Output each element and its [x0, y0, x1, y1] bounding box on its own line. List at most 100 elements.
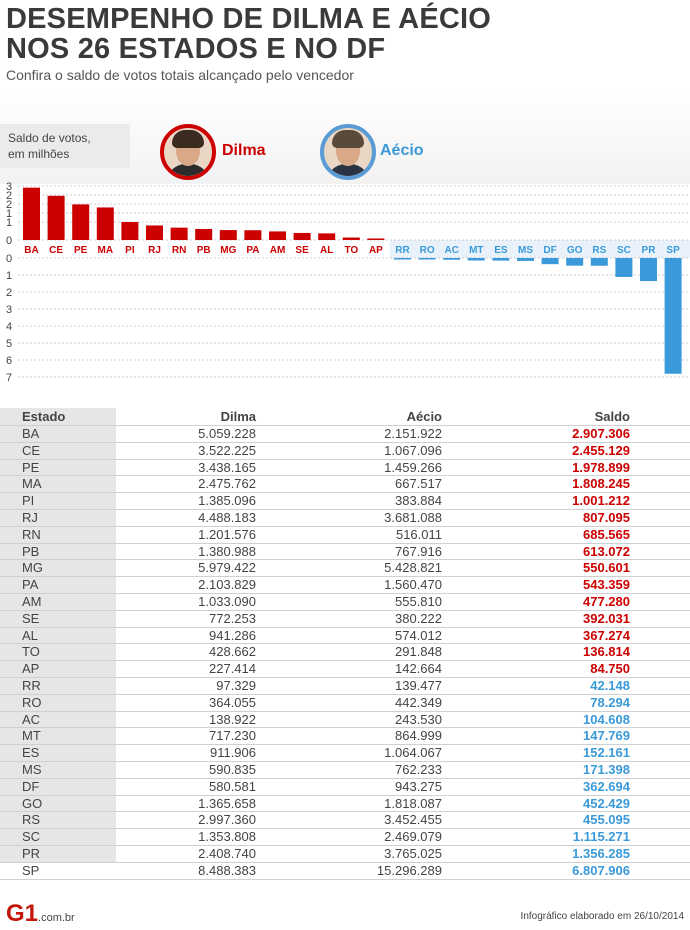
- dilma-bar: [195, 228, 213, 240]
- estado-cell: MA: [22, 476, 42, 492]
- table-row: AM 1.033.090 555.810 477.280: [0, 594, 690, 611]
- saldo-cell: 2.907.306: [572, 426, 630, 441]
- aecio-votes-cell: 442.349: [395, 694, 442, 710]
- table-row: PB 1.380.988 767.916 613.072: [0, 544, 690, 561]
- dilma-votes-cell: 97.329: [216, 677, 256, 693]
- table-row: SC 1.353.808 2.469.079 1.115.271: [0, 829, 690, 846]
- aecio-votes-cell: 1.067.096: [384, 442, 442, 458]
- saldo-cell: 78.294: [590, 694, 630, 710]
- aecio-avatar: [320, 124, 376, 180]
- aecio-tick-label: 1: [6, 270, 12, 282]
- dilma-bar: [121, 221, 139, 240]
- estado-cell: RR: [22, 677, 41, 693]
- table-row: MS 590.835 762.233 171.398: [0, 762, 690, 779]
- header-saldo: Saldo: [594, 409, 630, 424]
- dilma-bar: [47, 195, 65, 240]
- table-row: TO 428.662 291.848 136.814: [0, 644, 690, 662]
- subtitle: Confira o saldo de votos totais alcançad…: [6, 67, 354, 83]
- dilma-votes-cell: 2.103.829: [198, 577, 256, 593]
- saldo-cell: 807.095: [583, 509, 630, 525]
- dilma-label-strip: [18, 241, 390, 257]
- footer-credit: Infográfico elaborado em 26/10/2014: [520, 911, 684, 922]
- dilma-bar: [367, 238, 385, 240]
- dilma-votes-cell: 772.253: [209, 610, 256, 626]
- estado-cell: AP: [22, 661, 40, 677]
- dilma-tick-label: 3: [6, 181, 12, 193]
- aecio-category-label: MT: [469, 245, 483, 256]
- dilma-category-label: PB: [197, 245, 211, 256]
- saldo-cell: 152.161: [583, 745, 630, 761]
- unit-label-line-1: Saldo de votos,: [8, 131, 91, 145]
- aecio-category-label: AC: [444, 245, 458, 256]
- dilma-category-label: SE: [295, 245, 309, 256]
- aecio-votes-cell: 291.848: [395, 644, 442, 660]
- table-row: GO 1.365.658 1.818.087 452.429: [0, 796, 690, 813]
- aecio-votes-cell: 15.296.289: [376, 862, 442, 878]
- dilma-avatar: [160, 124, 216, 180]
- aecio-category-label: RS: [592, 245, 606, 256]
- saldo-cell: 42.148: [590, 677, 630, 693]
- estado-cell: MT: [22, 728, 41, 744]
- aecio-votes-cell: 1.459.266: [384, 459, 442, 475]
- aecio-bar: [664, 258, 682, 374]
- dilma-votes-cell: 911.906: [209, 745, 256, 761]
- estado-cell: MS: [22, 761, 42, 777]
- table-row: RS 2.997.360 3.452.455 455.095: [0, 812, 690, 830]
- estado-cell: DF: [22, 778, 40, 794]
- table-row: BA 5.059.228 2.151.922 2.907.306: [0, 426, 690, 443]
- dilma-votes-cell: 227.414: [209, 661, 256, 677]
- dilma-votes-cell: 590.835: [209, 761, 256, 777]
- table-row: PA 2.103.829 1.560.470 543.359: [0, 577, 690, 594]
- saldo-cell: 1.356.285: [572, 845, 630, 861]
- dilma-votes-cell: 2.997.360: [198, 812, 256, 828]
- aecio-bar: [394, 258, 411, 260]
- aecio-votes-cell: 3.765.025: [384, 845, 442, 861]
- aecio-tick-label: 7: [6, 372, 12, 384]
- table-row: RO 364.055 442.349 78.294: [0, 695, 690, 712]
- table-row: AC 138.922 243.530 104.608: [0, 712, 690, 729]
- dilma-votes-cell: 1.385.096: [198, 493, 256, 509]
- estado-cell: RN: [22, 526, 41, 542]
- saldo-cell: 136.814: [583, 644, 630, 660]
- unit-label: Saldo de votos, em milhões: [0, 124, 130, 168]
- table-header-row: Estado Dilma Aécio Saldo: [0, 408, 690, 426]
- dilma-tick-label: 1: [6, 217, 12, 229]
- dilma-category-label: RJ: [148, 245, 161, 256]
- dilma-bar: [146, 225, 163, 240]
- dilma-category-label: PA: [246, 245, 259, 256]
- dilma-category-label: RN: [172, 245, 186, 256]
- dilma-votes-cell: 717.230: [209, 728, 256, 744]
- aecio-tick-label: 6: [6, 355, 12, 367]
- dilma-votes-cell: 1.033.090: [198, 593, 256, 609]
- saldo-cell: 613.072: [583, 543, 630, 559]
- dilma-bar: [170, 227, 188, 240]
- dilma-bar: [244, 230, 262, 240]
- dilma-category-label: PE: [74, 245, 88, 256]
- dilma-bar: [23, 187, 40, 240]
- estado-cell: CE: [22, 442, 41, 458]
- estado-cell: PE: [22, 459, 40, 475]
- estado-cell: RO: [22, 694, 42, 710]
- aecio-bar: [590, 258, 608, 266]
- dilma-tick-label: 0: [6, 235, 12, 247]
- aecio-category-label: MS: [518, 245, 533, 256]
- table-row: PR 2.408.740 3.765.025 1.356.285: [0, 846, 690, 863]
- saldo-cell: 367.274: [583, 627, 630, 643]
- aecio-avatar-body: [326, 164, 370, 176]
- dilma-votes-cell: 1.201.576: [198, 526, 256, 542]
- saldo-cell: 2.455.129: [572, 442, 630, 458]
- dilma-votes-cell: 2.408.740: [198, 845, 256, 861]
- aecio-bar: [615, 258, 633, 277]
- dilma-votes-cell: 3.438.165: [198, 459, 256, 475]
- aecio-votes-cell: 1.064.067: [384, 745, 442, 761]
- aecio-votes-cell: 1.818.087: [384, 795, 442, 811]
- table-row: SP 8.488.383 15.296.289 6.807.906: [0, 863, 690, 880]
- aecio-legend-label: Aécio: [380, 142, 424, 159]
- estado-cell: PB: [22, 543, 40, 559]
- aecio-votes-cell: 762.233: [395, 761, 442, 777]
- saldo-cell: 1.001.212: [572, 493, 630, 509]
- estado-cell: PR: [22, 845, 41, 861]
- dilma-votes-cell: 5.059.228: [198, 426, 256, 441]
- dilma-votes-cell: 3.522.225: [198, 442, 256, 458]
- dilma-bar: [342, 237, 360, 240]
